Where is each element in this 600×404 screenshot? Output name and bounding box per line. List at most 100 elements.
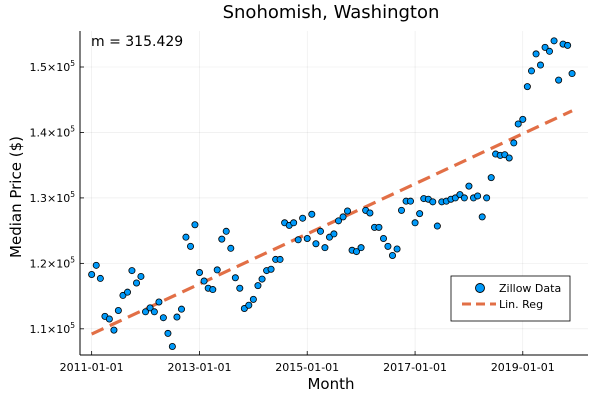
scatter-point	[155, 298, 163, 306]
scatter-point	[541, 43, 549, 51]
scatter-point	[227, 244, 235, 252]
scatter-point	[249, 295, 257, 303]
scatter-point	[536, 61, 544, 69]
scatter-point	[173, 313, 181, 321]
scatter-point	[357, 244, 365, 252]
y-tick-label: 1.5×105	[30, 59, 76, 74]
scatter-point	[142, 308, 150, 316]
scatter-point	[96, 274, 104, 282]
scatter-point	[393, 245, 401, 253]
scatter-point	[316, 227, 324, 235]
scatter-point	[321, 244, 329, 252]
scatter-point	[474, 192, 482, 200]
axis-ticks: 2011-01-01 2013-01-01 2015-01-01 2017-01-01…	[30, 59, 555, 374]
scatter-point	[523, 83, 531, 91]
y-tick-label: 1.1×105	[30, 321, 76, 336]
scatter-point	[433, 222, 441, 230]
scatter-point	[545, 47, 553, 55]
scatter-point	[505, 154, 513, 162]
scatter-point	[510, 139, 518, 147]
gridlines	[80, 31, 588, 355]
scatter-point	[105, 315, 113, 323]
legend-box	[450, 275, 571, 322]
scatter-point	[110, 326, 118, 334]
scatter-point	[267, 265, 275, 273]
scatter-point	[389, 252, 397, 260]
chart-title: Snohomish, Washington	[223, 2, 440, 23]
scatter-point	[213, 266, 221, 274]
scatter-point	[344, 207, 352, 215]
scatter-point	[276, 255, 284, 263]
legend-label-lin-reg: Lin. Reg	[499, 298, 543, 311]
scatter-point	[353, 248, 361, 256]
scatter-point	[478, 213, 486, 221]
scatter-point	[92, 261, 100, 269]
scatter-point	[568, 70, 576, 78]
scatter-point	[222, 227, 230, 235]
scatter-point	[555, 76, 563, 84]
regression-line-layer	[90, 109, 573, 336]
scatter-point	[164, 329, 172, 337]
scatter-point	[380, 234, 388, 242]
legend: Zillow Data Lin. Reg	[450, 275, 571, 322]
scatter-point	[182, 233, 190, 241]
x-tick-label: 2015-01-01	[275, 361, 339, 374]
scatter-point	[465, 182, 473, 190]
scatter-point	[407, 197, 415, 205]
y-tick-label: 1.3×105	[30, 190, 76, 205]
scatter-point	[514, 120, 522, 128]
data-points	[88, 37, 576, 350]
scatter-point	[375, 223, 383, 231]
scatter-point	[124, 288, 132, 296]
y-axis-title: Median Price ($)	[7, 136, 25, 258]
scatter-point	[128, 267, 136, 275]
scatter-point	[299, 214, 307, 222]
scatter-point	[294, 236, 302, 244]
x-axis-title: Month	[307, 375, 354, 393]
regression-line	[90, 109, 573, 336]
scatter-point	[159, 314, 167, 322]
scatter-point	[550, 37, 558, 45]
scatter-point	[236, 284, 244, 292]
x-tick-label: 2017-01-01	[383, 361, 447, 374]
x-tick-label: 2019-01-01	[491, 361, 555, 374]
scatter-point	[150, 308, 158, 316]
scatter-point	[137, 272, 145, 280]
scatter-point	[398, 206, 406, 214]
scatter-point	[532, 50, 540, 58]
scatter-point	[519, 115, 527, 123]
scatter-point	[335, 217, 343, 225]
scatter-point	[460, 194, 468, 202]
scatter-point	[411, 219, 419, 227]
scatter-point	[245, 301, 253, 309]
scatter-point	[487, 174, 495, 182]
scatter-point	[191, 221, 199, 229]
scatter-point	[564, 41, 572, 49]
scatter-point	[187, 242, 195, 250]
scatter-point	[527, 67, 535, 75]
scatter-point	[429, 198, 437, 206]
scatter-point	[330, 230, 338, 238]
x-tick-label: 2013-01-01	[168, 361, 232, 374]
y-tick-label: 1.2×105	[30, 255, 76, 270]
scatter-point	[231, 274, 239, 282]
scatter-point	[209, 286, 217, 294]
scatter-point	[366, 209, 374, 217]
scatter-point	[312, 240, 320, 248]
scatter-point	[308, 210, 316, 218]
scatter-point	[146, 304, 154, 312]
legend-marker-zillow-data	[475, 283, 485, 293]
scatter-point	[258, 275, 266, 283]
scatter-point	[114, 306, 122, 314]
scatter-point	[416, 210, 424, 218]
scatter-point	[303, 234, 311, 242]
scatter-point	[290, 219, 298, 227]
scatter-point	[133, 279, 141, 287]
scatter-point	[168, 342, 176, 350]
scatter-point	[196, 269, 204, 277]
scatter-point	[218, 235, 226, 243]
scatter-point	[384, 242, 392, 250]
scatter-point	[339, 213, 347, 221]
y-tick-label: 1.4×105	[30, 124, 76, 139]
